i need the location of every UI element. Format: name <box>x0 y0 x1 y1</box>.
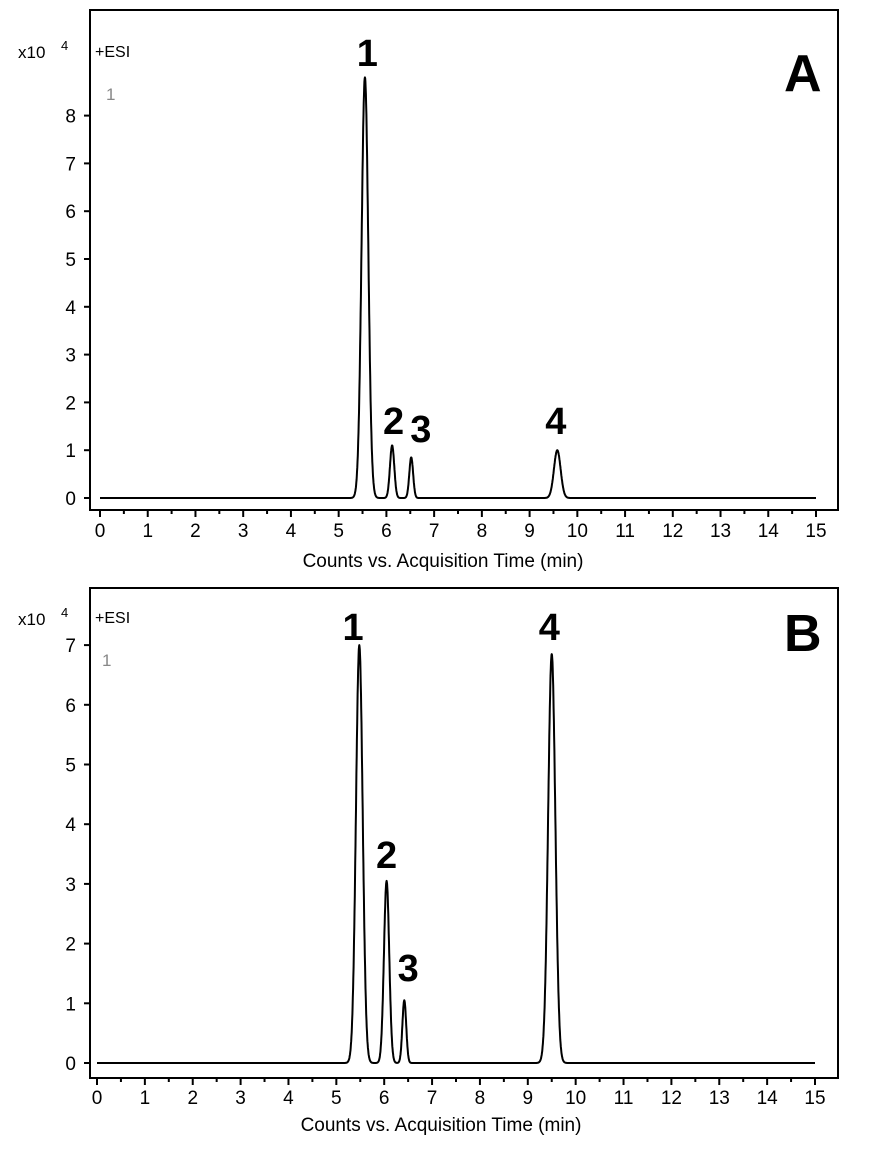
x-tick-label-a: 6 <box>381 521 392 542</box>
x-tick-label-b: 9 <box>523 1088 534 1109</box>
scale-label-a: x10 <box>18 43 45 62</box>
x-tick-label-a: 3 <box>238 521 249 542</box>
x-tick-label-b: 15 <box>804 1088 825 1109</box>
x-axis-b: 0 1 2 3 4 5 6 7 8 9 10 11 12 13 14 15 <box>92 1078 826 1109</box>
x-tick-label-a: 4 <box>286 521 297 542</box>
y-tick-label-a: 8 <box>65 107 76 128</box>
peak-label-a: 1 <box>357 33 378 75</box>
peak-label-a: 3 <box>410 409 431 451</box>
y-tick-label-b: 7 <box>65 636 76 657</box>
y-tick-label-b: 4 <box>65 815 76 836</box>
x-tick-label-a: 1 <box>142 521 153 542</box>
y-tick-label-a: 1 <box>65 441 76 462</box>
y-tick-label-b: 1 <box>65 994 76 1015</box>
peak-label-b: 2 <box>376 835 397 877</box>
x-tick-label-b: 8 <box>475 1088 486 1109</box>
scale-label-b: x10 <box>18 610 45 629</box>
y-tick-label-a: 0 <box>65 489 76 510</box>
x-tick-label-a: 9 <box>524 521 535 542</box>
y-axis-b: 0 1 2 3 4 5 6 7 <box>65 636 90 1075</box>
chromatogram-trace-b <box>96 644 816 1064</box>
y-tick-label-b: 0 <box>65 1054 76 1075</box>
y-tick-label-a: 6 <box>65 202 76 223</box>
trace-label-b: 1 <box>102 651 111 670</box>
peak-label-b: 4 <box>539 607 560 649</box>
peak-label-a: 4 <box>545 401 566 443</box>
x-tick-label-b: 6 <box>379 1088 390 1109</box>
plot-frame-b <box>89 587 839 1079</box>
y-tick-label-b: 6 <box>65 696 76 717</box>
x-tick-label-b: 5 <box>331 1088 342 1109</box>
x-tick-label-a: 13 <box>710 521 731 542</box>
y-tick-label-a: 3 <box>65 346 76 367</box>
x-tick-label-b: 12 <box>661 1088 682 1109</box>
x-tick-label-b: 11 <box>614 1088 634 1109</box>
peak-label-a: 2 <box>383 401 404 443</box>
chromatogram-trace-a <box>99 76 817 499</box>
y-tick-label-a: 7 <box>65 154 76 175</box>
peak-labels-a: 1 2 3 4 <box>357 33 567 451</box>
y-tick-label-b: 3 <box>65 875 76 896</box>
y-tick-label-b: 5 <box>65 756 76 777</box>
x-axis-title-b: Counts vs. Acquisition Time (min) <box>301 1115 582 1136</box>
plot-frame-a <box>89 9 839 511</box>
peak-label-b: 1 <box>343 607 364 649</box>
x-tick-label-b: 7 <box>427 1088 438 1109</box>
y-tick-label-a: 4 <box>65 298 76 319</box>
x-tick-label-a: 2 <box>190 521 201 542</box>
x-tick-label-b: 2 <box>187 1088 198 1109</box>
scale-exponent-b: 4 <box>61 605 68 620</box>
y-tick-label-a: 5 <box>65 250 76 271</box>
peak-label-b: 3 <box>398 948 419 990</box>
x-tick-label-a: 11 <box>615 521 635 542</box>
x-tick-label-b: 10 <box>565 1088 586 1109</box>
x-tick-label-a: 5 <box>333 521 344 542</box>
y-tick-label-a: 2 <box>65 393 76 414</box>
panel-letter-b: B <box>784 605 822 663</box>
x-tick-label-b: 3 <box>235 1088 246 1109</box>
x-tick-label-a: 10 <box>567 521 588 542</box>
scale-exponent-a: 4 <box>61 38 68 53</box>
x-tick-label-b: 0 <box>92 1088 103 1109</box>
x-tick-label-b: 1 <box>140 1088 151 1109</box>
panel-letter-a: A <box>784 45 822 103</box>
x-tick-label-a: 12 <box>662 521 683 542</box>
x-tick-label-a: 0 <box>95 521 106 542</box>
x-tick-label-b: 13 <box>709 1088 730 1109</box>
x-tick-label-a: 7 <box>429 521 440 542</box>
x-tick-label-a: 15 <box>805 521 826 542</box>
x-tick-label-b: 4 <box>283 1088 294 1109</box>
x-tick-label-b: 14 <box>757 1088 779 1109</box>
y-axis-a: 0 1 2 3 4 5 6 7 8 <box>65 107 90 510</box>
ion-mode-label-b: +ESI <box>95 610 130 627</box>
peak-labels-b: 1 2 3 4 <box>343 607 560 990</box>
x-tick-label-a: 8 <box>477 521 488 542</box>
x-tick-label-a: 14 <box>758 521 780 542</box>
ion-mode-label-a: +ESI <box>95 44 130 61</box>
x-axis-title-a: Counts vs. Acquisition Time (min) <box>303 551 584 572</box>
y-tick-label-b: 2 <box>65 935 76 956</box>
x-axis-a: 0 1 2 3 4 5 6 7 8 9 10 11 12 13 14 15 <box>95 510 827 542</box>
trace-label-a: 1 <box>106 85 115 104</box>
